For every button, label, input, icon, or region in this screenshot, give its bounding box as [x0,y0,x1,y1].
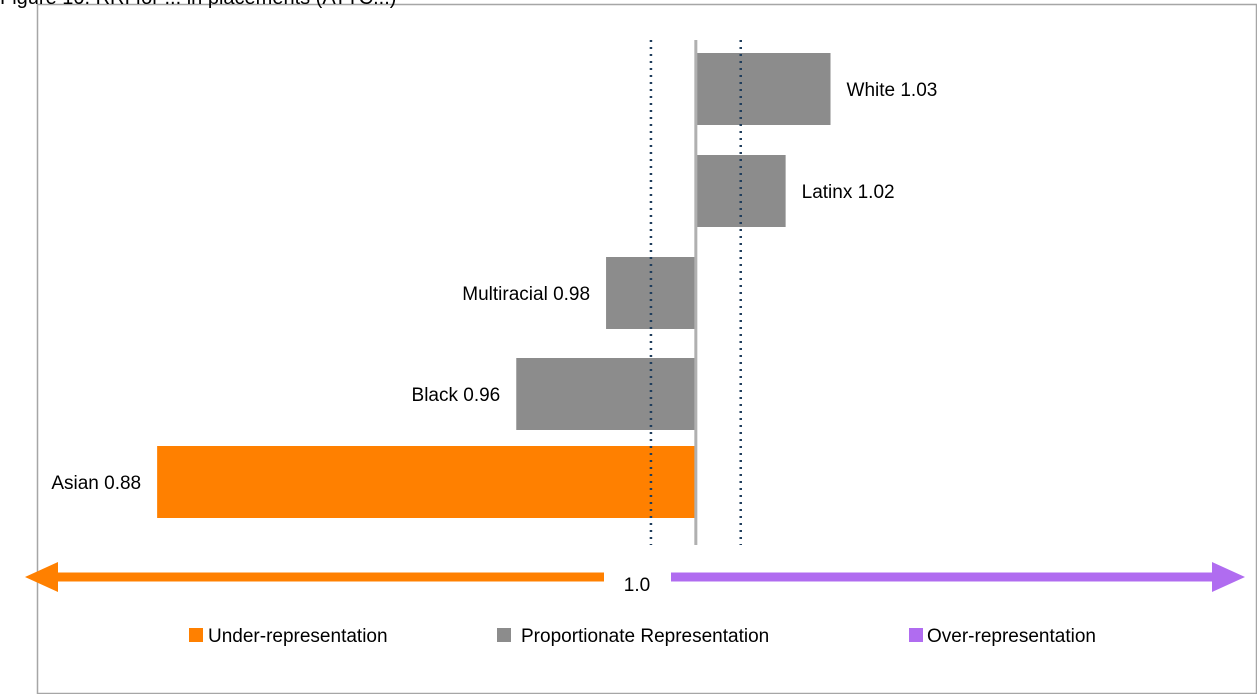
bar-label-asian: Asian 0.88 [51,473,141,494]
bar-label-latinx: Latinx 1.02 [802,182,895,203]
legend-label-proportionate: Proportionate Representation [521,626,769,647]
under-representation-arrowhead-icon [25,562,58,592]
bar-asian [157,446,696,518]
legend-label-under: Under-representation [208,626,388,647]
legend-swatch-proportionate [497,628,511,642]
bar-labels-layer: White 1.03 Latinx 1.02 Multiracial 0.98 Bla… [51,80,937,494]
bars-layer [157,53,831,518]
legend-swatch-over [909,628,923,642]
bar-black [516,358,696,430]
bar-label-white: White 1.03 [847,80,938,101]
bar-label-black: Black 0.96 [412,385,501,406]
legend: Under-representation Proportionate Repre… [189,626,1096,647]
chart-title: Figure 10. RRI for ... in placements (AT… [0,0,396,9]
reference-value-label: 1.0 [624,575,650,596]
bar-white [695,53,831,125]
over-representation-arrowhead-icon [1212,562,1245,592]
legend-label-over: Over-representation [927,626,1096,647]
legend-swatch-under [189,628,203,642]
bar-label-multiracial: Multiracial 0.98 [462,284,590,305]
